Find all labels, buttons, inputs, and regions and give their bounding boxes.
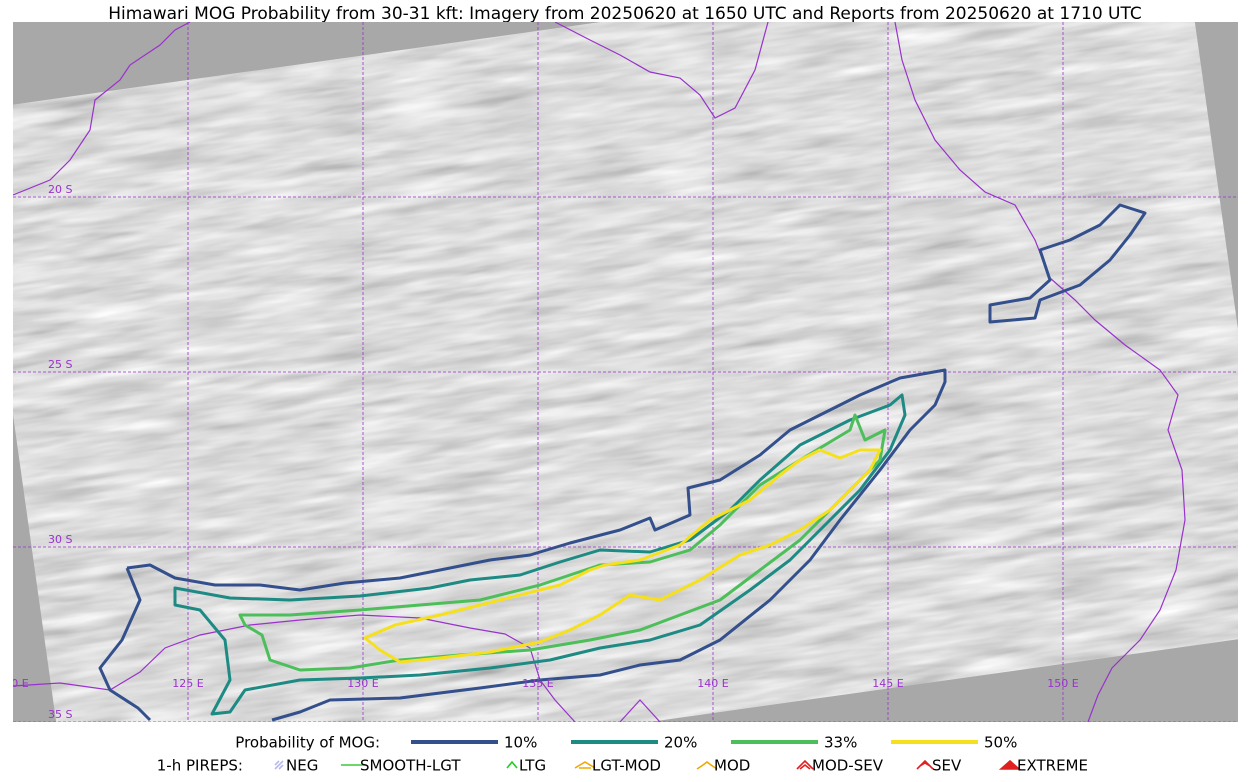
- coastlines: [13, 22, 1186, 722]
- legend-label: 20%: [664, 734, 697, 752]
- legend: Probability of MOG: 10% 20% 33% 50% 1-h PIREP…: [157, 734, 1088, 775]
- legend-label: EXTREME: [1017, 757, 1088, 775]
- legend-label: LGT-MOD: [592, 757, 661, 775]
- lon-label: 140 E: [697, 677, 728, 690]
- legend-label: 50%: [984, 734, 1017, 752]
- lat-label: 30 S: [48, 533, 72, 546]
- legend-label: LTG: [519, 757, 546, 775]
- legend-label: MOD-SEV: [812, 757, 884, 775]
- lon-label: 120 E: [0, 677, 29, 690]
- legend-marker: [506, 760, 518, 769]
- probability-contours: [98, 203, 1147, 722]
- latitude-labels: 20 S 25 S 30 S 35 S: [48, 183, 72, 721]
- lon-label: 145 E: [872, 677, 903, 690]
- legend-title: Probability of MOG:: [235, 734, 380, 752]
- lat-label: 25 S: [48, 358, 72, 371]
- longitude-labels: 120 E 125 E 130 E 135 E 140 E 145 E 150 E: [0, 677, 1079, 690]
- legend-label: 33%: [824, 734, 857, 752]
- legend-marker: [998, 759, 1022, 770]
- legend-label: MOD: [714, 757, 750, 775]
- lon-label: 130 E: [347, 677, 378, 690]
- lon-label: 150 E: [1047, 677, 1078, 690]
- legend-label: SEV: [932, 757, 962, 775]
- lat-label: 35 S: [48, 708, 72, 721]
- legend-label: 10%: [504, 734, 537, 752]
- lat-label: 20 S: [48, 183, 72, 196]
- legend-marker: [916, 759, 934, 770]
- legend-title: 1-h PIREPS:: [157, 757, 243, 775]
- legend-marker: [796, 759, 814, 770]
- legend-label: NEG: [286, 757, 318, 775]
- legend-marker: [574, 761, 596, 769]
- lon-label: 135 E: [522, 677, 553, 690]
- title: Himawari MOG Probability from 30-31 kft:…: [108, 4, 1142, 24]
- lon-label: 125 E: [172, 677, 203, 690]
- graticule: [13, 22, 1238, 722]
- legend-label: SMOOTH-LGT: [360, 757, 461, 775]
- legend-marker: [696, 761, 718, 770]
- legend-marker: [274, 760, 284, 770]
